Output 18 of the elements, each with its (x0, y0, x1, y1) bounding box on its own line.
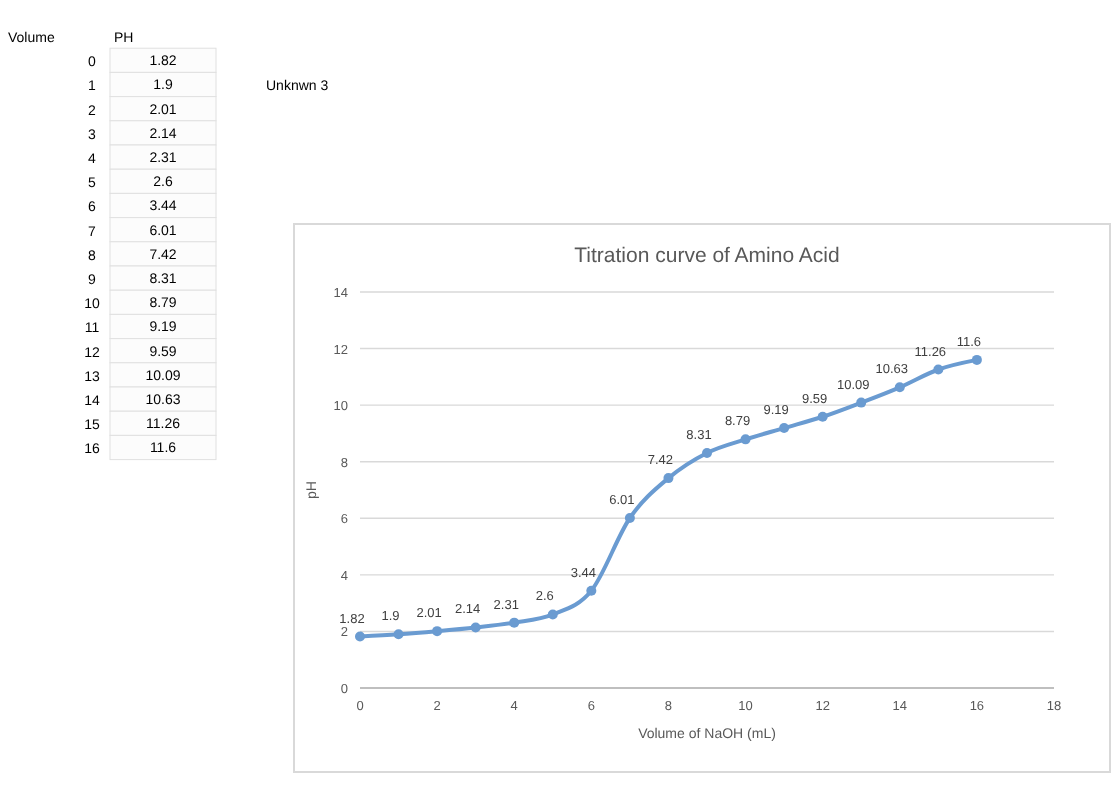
point (432, 626, 443, 637)
point (663, 473, 674, 484)
point (355, 631, 365, 642)
point (393, 629, 404, 640)
point (624, 513, 635, 523)
point (933, 364, 944, 375)
point (856, 397, 867, 408)
chart-title: Titration curve of Amino Acid (574, 244, 840, 268)
point (470, 622, 481, 633)
point (817, 411, 828, 422)
point (702, 447, 712, 458)
point (740, 434, 751, 445)
point (894, 382, 905, 393)
point (971, 354, 982, 365)
point (509, 617, 520, 628)
point (779, 423, 790, 434)
point (586, 585, 597, 596)
point (547, 609, 558, 620)
